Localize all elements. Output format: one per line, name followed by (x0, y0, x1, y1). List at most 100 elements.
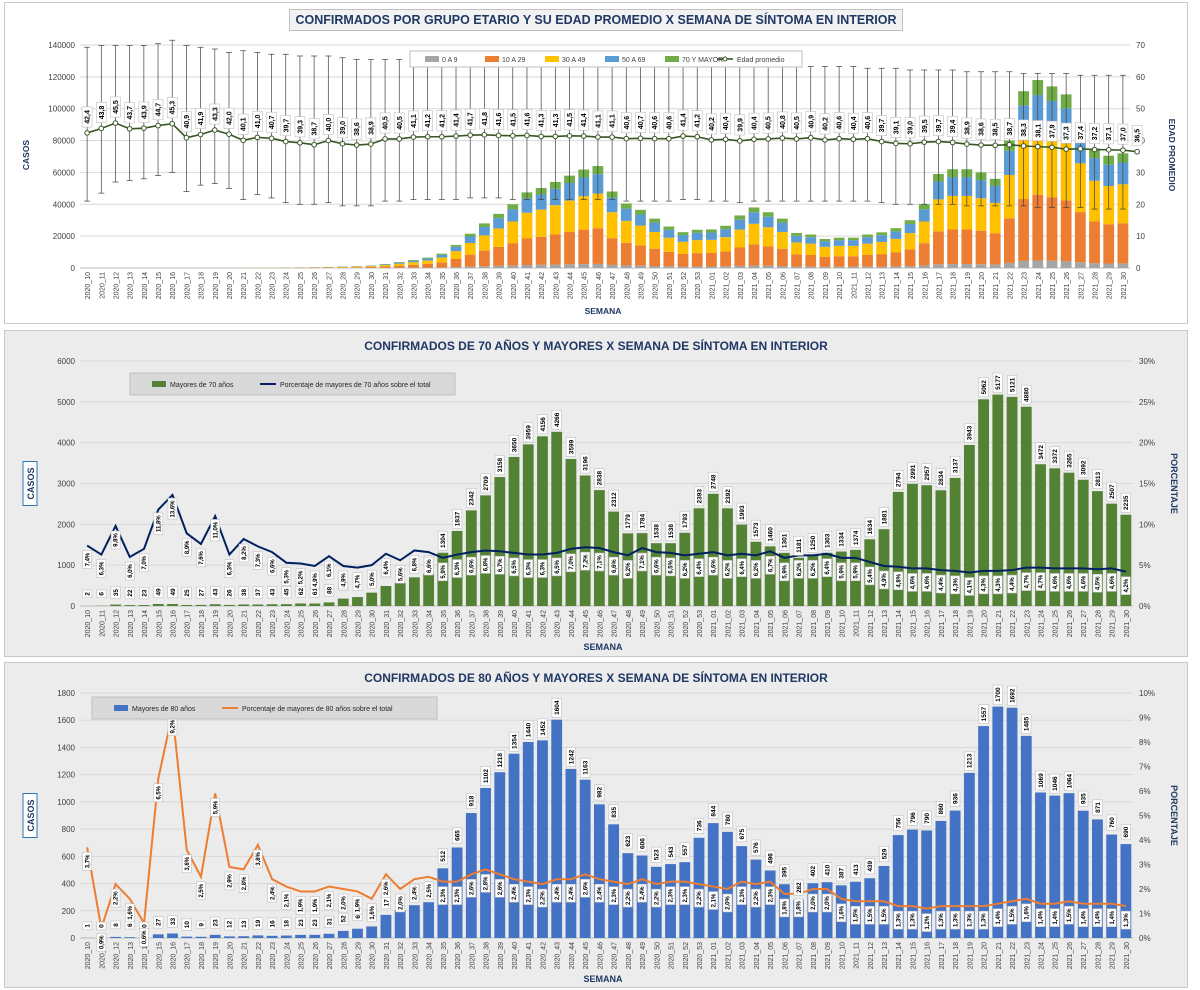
bar-segment (748, 212, 760, 224)
bar (352, 597, 363, 606)
bar-segment (620, 203, 632, 209)
percentage-label: 2,0% (341, 896, 347, 910)
percentage-label-group: 4,6% (1106, 573, 1117, 592)
percentage-label-box (708, 556, 719, 576)
percentage-label: 2,0% (811, 896, 817, 910)
edad-label-box (479, 108, 490, 130)
bar-value-label-group: 25 (181, 586, 192, 600)
edad-label: 41,1 (411, 114, 418, 128)
bar-segment (918, 243, 930, 266)
x-tick-label: 2020_49 (640, 610, 647, 637)
bar-segment (493, 213, 504, 219)
bar-value-label-group: 6 (124, 920, 135, 930)
percentage-label: 2,3% (455, 888, 461, 902)
percentage-label-box (978, 910, 989, 930)
bar-value-label: 576 (753, 842, 760, 853)
y2-tick-label: 30 (1136, 168, 1145, 177)
bar-segment (422, 260, 434, 264)
bar-value-label-group: 1301 (779, 531, 790, 551)
percentage-label: 2,4% (569, 886, 575, 900)
edad-point (325, 137, 332, 144)
bar-segment (819, 241, 831, 247)
percentage-label-box (907, 910, 918, 930)
bar-value-label-group: 935 (1078, 790, 1089, 807)
bar (280, 935, 292, 938)
percentage-label-box (295, 896, 306, 915)
edad-label-box (1089, 123, 1100, 144)
bar-segment (535, 194, 547, 210)
edad-label: 40,9 (808, 115, 815, 129)
y-tick-label: 60000 (53, 168, 76, 177)
percentage-label: 2,2% (754, 891, 760, 905)
y2-tick-label: 70 (1136, 41, 1145, 50)
bar-segment (876, 266, 888, 268)
percentage-label-group: 2,0% (722, 893, 733, 913)
bar (722, 831, 733, 938)
bar-segment (450, 258, 462, 268)
bar-value-label-box (850, 861, 861, 878)
bar-value-label-group: 8 (110, 920, 121, 930)
x-tick-label: 2021_05 (766, 272, 773, 299)
percentage-label: 2,4% (512, 886, 518, 900)
edad-label-group: 41,0 (252, 110, 263, 132)
x-tick-label: 2021_25 (1050, 272, 1057, 299)
edad-point (708, 137, 715, 143)
bar-value-label: 2957 (924, 466, 931, 481)
percentage-label-group: 5,9% (779, 562, 790, 582)
percentage-label: 9,8% (114, 532, 120, 546)
x-tick-label: 2021_14 (896, 610, 903, 637)
edad-label: 37,2 (1092, 127, 1099, 141)
percentage-label-group: 4,9% (309, 570, 320, 590)
bar-segment (833, 240, 845, 246)
x-tick-label: 2021_29 (1107, 272, 1114, 299)
bar-value-label-box (907, 462, 918, 482)
edad-label-group: 37,3 (1060, 122, 1072, 144)
bar-value-label-group: 27 (195, 586, 207, 599)
bar (1035, 792, 1046, 938)
percentage-label-box (1049, 908, 1060, 927)
x-tick-label: 2020_18 (199, 942, 206, 969)
x-tick-label: 2021_06 (782, 610, 789, 637)
x-tick-label: 2020_41 (526, 610, 533, 637)
bar-segment (791, 242, 802, 255)
x-tick-label: 2020_18 (199, 610, 206, 637)
x-tick-label: 2020_27 (327, 610, 334, 637)
percentage-label: 6,5% (555, 559, 561, 573)
bar-value-label: 3137 (952, 458, 959, 473)
x-tick-label: 2021_16 (925, 610, 932, 637)
bar-value-label: 4156 (540, 417, 547, 432)
bar-value-label-box (594, 784, 605, 801)
bar-value-label-box (964, 423, 975, 443)
edad-label: 40,6 (624, 116, 631, 130)
x-tick-label: 2021_05 (768, 610, 775, 637)
percentage-label-box (1121, 910, 1131, 930)
bar-segment (578, 196, 590, 230)
edad-point (141, 125, 147, 131)
percentage-label-box (893, 910, 904, 930)
bar-value-label-group: 1784 (637, 511, 648, 531)
bar-value-label-group: 2838 (594, 468, 605, 488)
bar-segment (365, 266, 377, 268)
percentage-label-box (679, 886, 690, 905)
bar-value-label: 3265 (1066, 453, 1073, 468)
bar-value-label-box (750, 839, 761, 856)
y2-tick-label: 5% (1139, 812, 1151, 821)
x-tick-label: 2021_19 (967, 610, 974, 637)
bar-segment (819, 246, 831, 257)
bar (124, 605, 136, 606)
percentage-label-box (822, 893, 832, 913)
percentage-label-box (566, 553, 576, 573)
x-tick-label: 2020_15 (156, 610, 163, 637)
percentage-label-box (722, 893, 733, 913)
x-tick-label: 2021_06 (780, 272, 787, 299)
percentage-label-box (253, 849, 263, 869)
bar-value-label: 1304 (440, 533, 447, 548)
bar (266, 604, 278, 606)
bar-value-label-group: 2342 (466, 488, 477, 509)
edad-label-group: 40,6 (620, 112, 632, 134)
x-tick-label: 2020_47 (612, 610, 619, 637)
percentage-label-box (864, 566, 875, 586)
edad-label: 40,0 (326, 118, 333, 132)
edad-label-group: 40,6 (663, 112, 675, 134)
bar-value-label-group: 2709 (480, 473, 491, 494)
